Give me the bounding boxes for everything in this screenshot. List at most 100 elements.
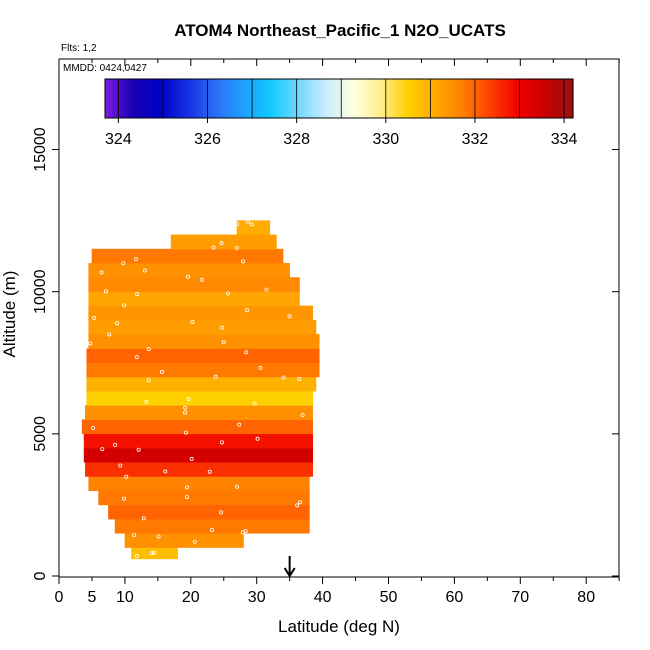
colorbar-cell xyxy=(401,79,406,118)
heatmap-band-16 xyxy=(88,319,317,335)
x-tick-label: 30 xyxy=(248,589,266,606)
sample-point xyxy=(189,456,194,461)
heatmap-band-8 xyxy=(83,433,313,449)
sample-point xyxy=(91,425,96,430)
sample-point xyxy=(134,554,139,559)
sample-point xyxy=(213,374,218,379)
colorbar-cell xyxy=(350,79,356,118)
sample-point xyxy=(207,469,212,474)
colorbar-cell xyxy=(541,79,547,118)
heatmap-band-10 xyxy=(85,405,313,420)
heatmap-band-5 xyxy=(88,476,310,491)
sample-point xyxy=(152,550,157,555)
sample-point xyxy=(183,410,188,415)
sample-point xyxy=(99,270,104,275)
sample-point xyxy=(185,485,190,490)
colorbar-cell xyxy=(409,79,414,118)
flights-note: Flts: 1,2 xyxy=(61,43,97,54)
colorbar-cell xyxy=(346,79,352,118)
sample-point xyxy=(221,340,226,345)
colorbar-cell xyxy=(253,79,258,118)
heatmap-band-14 xyxy=(86,348,320,364)
sample-point xyxy=(118,463,123,468)
colorbar-cell xyxy=(534,79,539,118)
x-tick-label: 50 xyxy=(380,589,398,606)
colorbar-cell xyxy=(420,79,426,118)
y-tick-label: 15000 xyxy=(32,127,49,172)
colorbar-cell xyxy=(132,79,137,118)
sample-point xyxy=(220,325,225,330)
colorbar-cell xyxy=(432,79,438,118)
sample-point xyxy=(183,405,188,410)
sample-point xyxy=(186,397,191,402)
heatmap-band-4 xyxy=(98,490,310,506)
sample-point xyxy=(156,534,161,539)
colorbar-cell xyxy=(323,79,328,118)
colorbar-cell xyxy=(280,79,285,118)
y-tick-label: 5000 xyxy=(32,416,49,452)
dates-note: MMDD: 0424,0427 xyxy=(63,63,147,74)
colorbar-cell xyxy=(124,79,129,118)
colorbar-cell xyxy=(144,79,149,118)
colorbar-cell xyxy=(159,79,165,118)
sample-point xyxy=(252,401,257,406)
y-tick-label: 0 xyxy=(32,571,49,580)
heatmap-band-9 xyxy=(81,419,313,435)
colorbar-cell xyxy=(405,79,410,118)
latitude-marker-arrow xyxy=(283,556,296,578)
colorbar-cell xyxy=(545,79,551,118)
colorbar-cell xyxy=(397,79,402,118)
sample-point xyxy=(135,292,140,297)
x-tick-label: 0 xyxy=(55,589,64,606)
sample-point xyxy=(281,375,286,380)
sample-point xyxy=(234,484,239,489)
y-axis: 0 5000 10000 15000 xyxy=(32,127,619,580)
colorbar-cell xyxy=(257,79,262,118)
colorbar-cell xyxy=(553,79,558,118)
colorbar-cell xyxy=(155,79,161,118)
colorbar-cell xyxy=(175,79,180,118)
colorbar-cell xyxy=(506,79,512,118)
colorbar-cell xyxy=(514,79,519,118)
colorbar-cell xyxy=(444,79,449,118)
sample-point xyxy=(264,287,269,292)
colorbar-cell xyxy=(354,79,360,118)
colorbar-cell xyxy=(502,79,508,118)
colorbar-cell xyxy=(389,79,395,118)
x-tick-label: 5 xyxy=(87,589,96,606)
y-axis-label: Altitude (m) xyxy=(0,271,19,358)
colorbar-cell xyxy=(549,79,555,118)
colorbar-cell xyxy=(284,79,289,118)
sample-point xyxy=(115,321,120,326)
sample-point xyxy=(144,400,149,405)
colorbar-cell xyxy=(307,79,313,118)
sample-point xyxy=(136,447,141,452)
colorbar-cell xyxy=(561,79,566,118)
sample-point xyxy=(249,222,254,227)
colorbar-cell xyxy=(120,79,126,118)
x-tick-label: 80 xyxy=(577,589,595,606)
colorbar-cell xyxy=(147,79,153,118)
colorbar-cell xyxy=(319,79,324,118)
colorbar-cell xyxy=(311,79,317,118)
colorbar-cell xyxy=(358,79,363,118)
sample-point xyxy=(122,496,127,501)
sample-point xyxy=(245,308,250,313)
sample-point xyxy=(121,261,126,266)
colorbar-cell xyxy=(167,79,172,118)
colorbar-cell xyxy=(510,79,516,118)
colorbar-cell xyxy=(530,79,535,118)
colorbar-cell xyxy=(483,79,488,118)
colorbar-cell xyxy=(569,79,574,118)
colorbar-cell xyxy=(491,79,496,118)
sample-point xyxy=(122,303,127,308)
sample-point xyxy=(163,469,168,474)
colorbar-cell xyxy=(448,79,453,118)
heatmap-band-11 xyxy=(86,390,313,406)
sample-point xyxy=(244,350,249,355)
heatmap-band-13 xyxy=(86,362,320,378)
sample-point xyxy=(149,551,154,556)
heatmap-band-12 xyxy=(86,376,317,392)
colorbar-cell xyxy=(237,79,243,118)
heatmap-bands xyxy=(81,220,320,560)
